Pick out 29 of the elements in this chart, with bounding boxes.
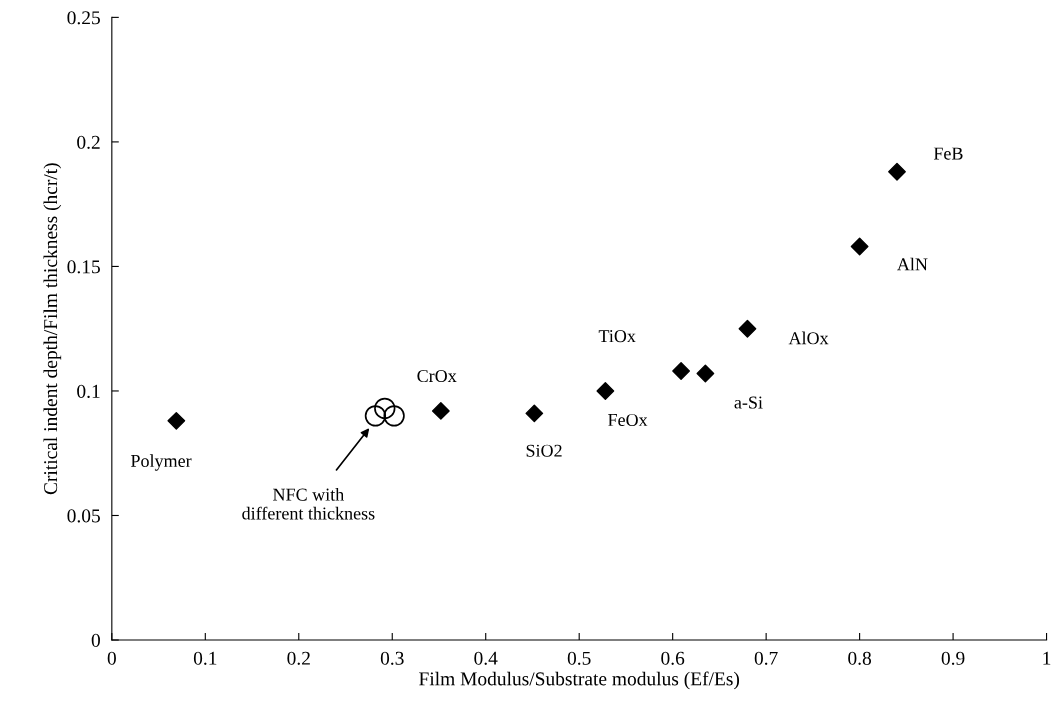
x-tick-label: 0.3 bbox=[380, 651, 404, 665]
x-tick-label: 0.2 bbox=[287, 651, 310, 665]
y-tick-label: 0.05 bbox=[67, 509, 100, 523]
y-tick-label: 0 bbox=[91, 633, 100, 647]
annotation: FeB bbox=[933, 147, 963, 160]
y-tick-label: 0.15 bbox=[67, 260, 100, 274]
annotation: CrOx bbox=[417, 369, 457, 383]
annotation: AlN bbox=[897, 257, 928, 271]
x-tick-label: 0.4 bbox=[474, 651, 498, 665]
annotation: Polymer bbox=[130, 454, 192, 471]
y-tick-label: 0.1 bbox=[77, 384, 100, 398]
x-tick-label: 0.6 bbox=[661, 651, 685, 665]
annotation: a-Si bbox=[734, 396, 763, 409]
x-tick-label: 0.9 bbox=[941, 651, 965, 665]
annotation: FeOx bbox=[608, 413, 648, 427]
annotation: AlOx bbox=[788, 331, 829, 345]
x-tick-label: 0 bbox=[107, 651, 116, 665]
x-tick-label: 0.1 bbox=[193, 651, 217, 665]
annotation: TiOx bbox=[598, 330, 636, 343]
x-tick-label: 1 bbox=[1043, 651, 1051, 665]
x-tick-label: 0.7 bbox=[754, 651, 778, 665]
x-axis-title: Film Modulus/Substrate modulus (Ef/Es) bbox=[419, 671, 740, 690]
y-tick-label: 0.2 bbox=[77, 135, 100, 149]
x-tick-label: 0.5 bbox=[567, 651, 591, 665]
y-tick-label: 0.25 bbox=[67, 11, 100, 25]
annotation: NFC with different thickness bbox=[242, 487, 375, 520]
x-tick-label: 0.8 bbox=[848, 651, 872, 665]
y-axis-title: Critical indent depth/Film thickness (hcr/t) bbox=[43, 163, 62, 495]
annotation: SiO2 bbox=[526, 444, 562, 457]
